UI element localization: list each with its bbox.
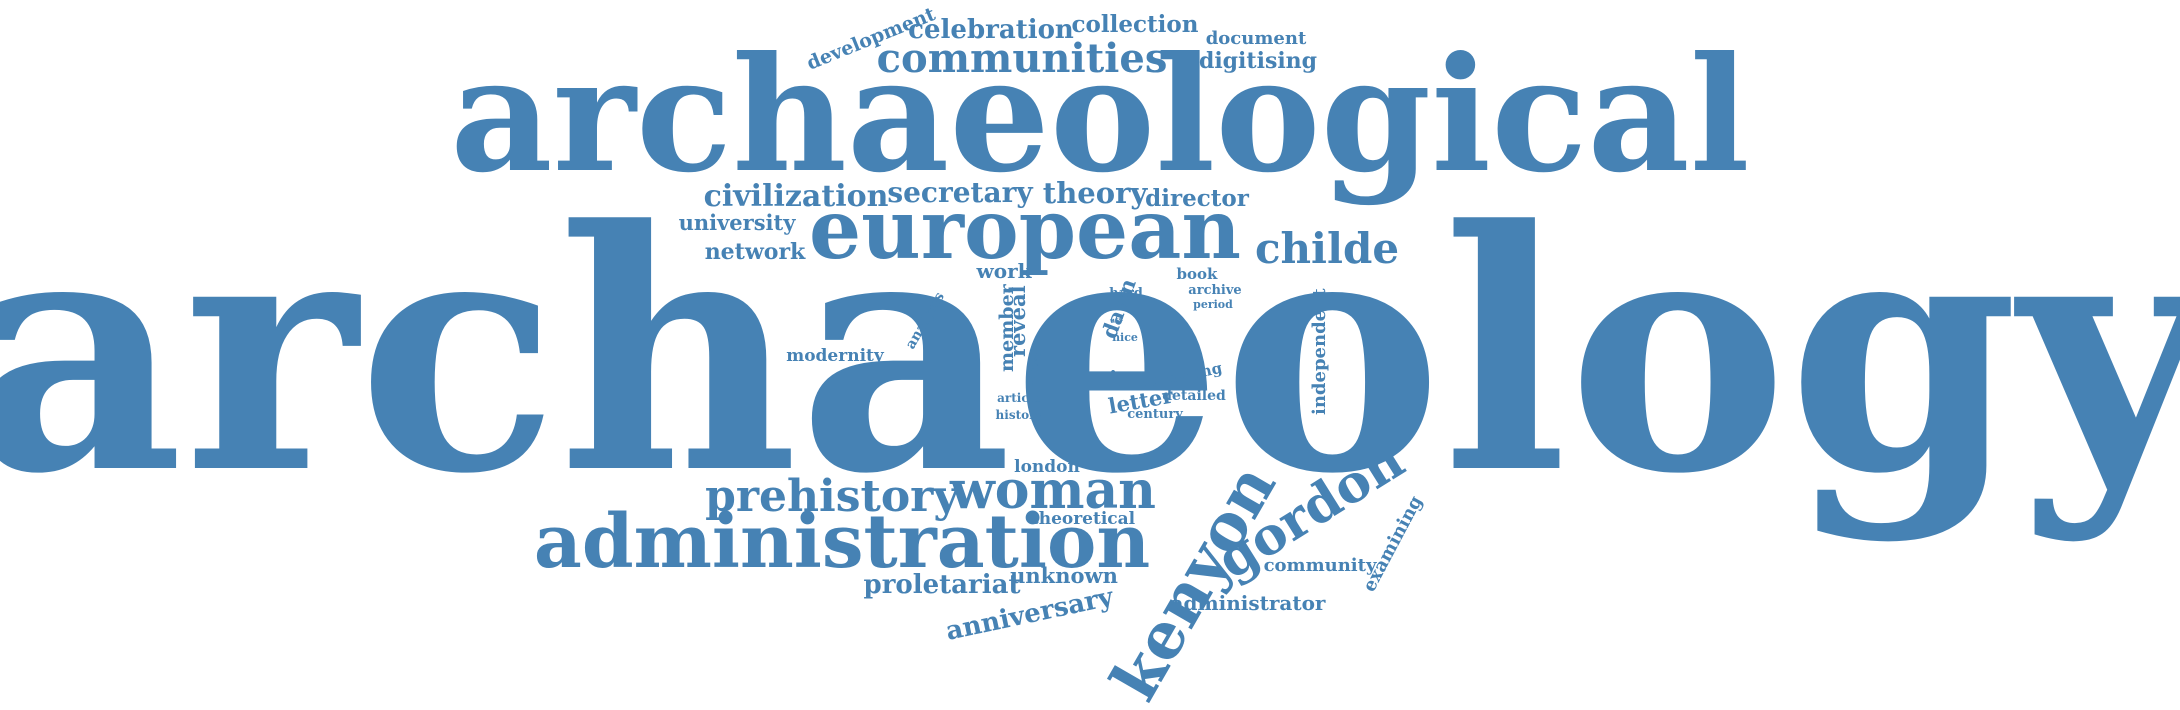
- word-document: document: [1206, 28, 1307, 49]
- word-european: european: [809, 182, 1241, 278]
- word-theory: theory: [1043, 176, 1149, 210]
- word-unknown: unknown: [1010, 563, 1118, 588]
- word-childe: childe: [1255, 224, 1399, 273]
- word-digitising: digitising: [1199, 48, 1317, 74]
- word-prehistory: prehistory: [705, 471, 960, 522]
- word-nice: nice: [1112, 331, 1138, 344]
- word-administration: administration: [534, 499, 1150, 585]
- word-london: london: [1014, 457, 1080, 477]
- word-independent: independent: [1309, 288, 1330, 415]
- word-communities: communities: [877, 35, 1168, 82]
- word-celebration: celebration: [908, 15, 1074, 45]
- word-article: article: [997, 391, 1041, 405]
- word-reveal: reveal: [1005, 285, 1030, 357]
- word-proletariat: proletariat: [864, 570, 1021, 600]
- word-work: work: [976, 259, 1033, 283]
- word-administrator: administrator: [1171, 591, 1326, 615]
- word-woman: woman: [949, 460, 1156, 521]
- word-university: university: [679, 210, 797, 235]
- word-community: community: [1264, 555, 1377, 576]
- word-century: century: [1127, 407, 1183, 422]
- word-modernity: modernity: [786, 346, 885, 366]
- word-archaeology: archaeology: [0, 158, 2180, 546]
- word-history: history: [996, 408, 1044, 422]
- word-member: member: [996, 283, 1018, 372]
- word-period: period: [1193, 298, 1233, 311]
- word-book: book: [1177, 265, 1218, 283]
- word-archaeological: archaeological: [450, 23, 1750, 208]
- word-network: network: [705, 239, 806, 265]
- word-secretary: secretary: [887, 176, 1033, 209]
- word-theoretical: theoretical: [1031, 509, 1136, 529]
- word-civilization: civilization: [704, 179, 889, 214]
- word-hard: hard: [1109, 286, 1143, 301]
- word-director: director: [1145, 185, 1250, 212]
- word-archive: archive: [1188, 283, 1241, 298]
- word-inter: inter: [1109, 367, 1170, 393]
- word-detailed: detailed: [1162, 388, 1226, 404]
- word-use: use: [1109, 314, 1124, 325]
- word-collection: collection: [1072, 11, 1199, 38]
